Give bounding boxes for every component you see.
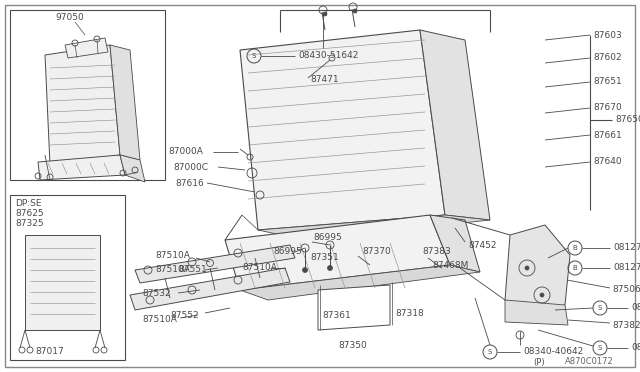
Polygon shape: [38, 155, 125, 180]
Text: 87602: 87602: [593, 54, 621, 62]
Text: 87350: 87350: [338, 340, 367, 350]
Text: 08127-0201E: 08127-0201E: [613, 244, 640, 253]
Text: 87361: 87361: [322, 311, 351, 320]
Text: 08540-51642: 08540-51642: [631, 304, 640, 312]
Text: 08540-51642: 08540-51642: [631, 343, 640, 353]
Circle shape: [328, 266, 333, 270]
Text: 87532: 87532: [142, 289, 171, 298]
Text: 87468M: 87468M: [432, 260, 468, 269]
Text: 87651: 87651: [593, 77, 621, 87]
Polygon shape: [120, 155, 145, 182]
Circle shape: [323, 12, 327, 16]
Polygon shape: [505, 225, 570, 320]
Text: 87452: 87452: [468, 241, 497, 250]
Bar: [10, 195, 125, 360]
Text: 08340-40642: 08340-40642: [523, 347, 583, 356]
Text: 87325: 87325: [15, 218, 44, 228]
Text: 87382: 87382: [612, 321, 640, 330]
Text: 87510A: 87510A: [155, 250, 190, 260]
Text: 87383: 87383: [422, 247, 451, 257]
Text: 86995: 86995: [273, 247, 301, 257]
Polygon shape: [45, 45, 120, 165]
Text: 87552: 87552: [170, 311, 198, 320]
Text: 87000A: 87000A: [168, 148, 203, 157]
Text: 87625: 87625: [15, 208, 44, 218]
Text: 87000C: 87000C: [173, 163, 208, 171]
Polygon shape: [258, 215, 490, 240]
Text: 87661: 87661: [593, 131, 621, 140]
Text: S: S: [488, 349, 492, 355]
Text: A870C0172: A870C0172: [565, 357, 614, 366]
Polygon shape: [430, 215, 480, 272]
Text: 87650: 87650: [615, 115, 640, 125]
Text: 87551: 87551: [178, 266, 207, 275]
Polygon shape: [25, 235, 100, 330]
Text: 87510A: 87510A: [142, 315, 177, 324]
Polygon shape: [65, 38, 108, 58]
Text: S: S: [598, 345, 602, 351]
Polygon shape: [130, 268, 290, 310]
Bar: [10, 10, 165, 180]
Text: (P): (P): [533, 357, 545, 366]
Polygon shape: [110, 45, 140, 160]
Text: 87510A: 87510A: [242, 263, 277, 273]
Text: DP:SE: DP:SE: [15, 199, 42, 208]
Polygon shape: [420, 30, 490, 220]
Text: S: S: [252, 53, 256, 59]
Polygon shape: [225, 215, 450, 290]
Text: 87318: 87318: [395, 308, 424, 317]
Text: 86995: 86995: [313, 234, 342, 243]
Text: 87506A: 87506A: [612, 285, 640, 295]
Text: B: B: [573, 265, 577, 271]
Text: 87640: 87640: [593, 157, 621, 167]
Polygon shape: [505, 300, 568, 325]
Text: 08127-0401E: 08127-0401E: [613, 263, 640, 273]
Polygon shape: [240, 30, 445, 230]
Circle shape: [303, 267, 307, 273]
Circle shape: [540, 293, 544, 297]
Text: 97050: 97050: [55, 13, 84, 22]
Text: 87510A: 87510A: [155, 266, 190, 275]
Circle shape: [353, 9, 357, 13]
Text: 08430-51642: 08430-51642: [298, 51, 358, 61]
Text: S: S: [598, 305, 602, 311]
Polygon shape: [135, 245, 295, 283]
Text: 87616: 87616: [175, 179, 204, 187]
Text: 87471: 87471: [310, 76, 339, 84]
Polygon shape: [318, 285, 390, 330]
Polygon shape: [240, 265, 480, 300]
Text: 87017: 87017: [35, 347, 64, 356]
Text: 87670: 87670: [593, 103, 621, 112]
Text: 87370: 87370: [362, 247, 391, 257]
Circle shape: [525, 266, 529, 270]
Text: 87603: 87603: [593, 31, 621, 39]
Text: 87351: 87351: [310, 253, 339, 263]
Text: B: B: [573, 245, 577, 251]
